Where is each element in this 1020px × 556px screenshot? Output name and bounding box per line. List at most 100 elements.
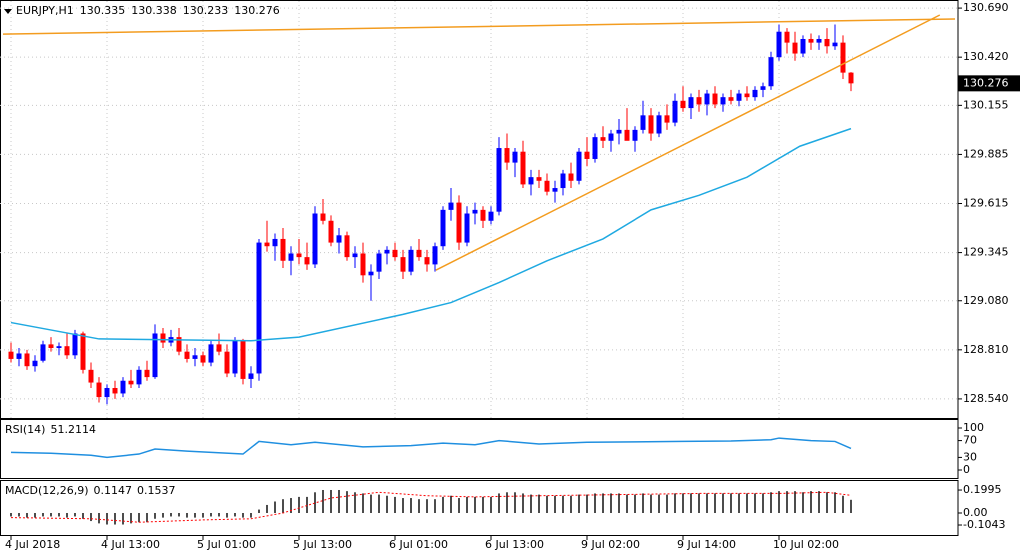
- candle-body: [728, 97, 734, 101]
- panel-frame: [0, 419, 959, 479]
- candle-body: [720, 97, 726, 105]
- candle-body: [424, 257, 430, 265]
- candle-body: [112, 388, 118, 394]
- candle-body: [512, 151, 518, 163]
- y-tick-label: 129.080: [963, 294, 1009, 307]
- x-tick-label: 5 Jul 01:00: [197, 538, 256, 551]
- candle-body: [352, 253, 358, 258]
- chart-header: EURJPY,H1 130.335 130.338 130.233 130.276: [16, 4, 280, 17]
- x-tick-label: 5 Jul 13:00: [293, 538, 352, 551]
- candle-body: [104, 388, 110, 398]
- candle-body: [160, 333, 166, 343]
- candle-body: [544, 180, 550, 192]
- candle-body: [736, 93, 742, 101]
- candle-body: [456, 202, 462, 243]
- candle-body: [392, 249, 398, 258]
- candle-body: [688, 97, 694, 109]
- candle-body: [432, 246, 438, 265]
- candle-body: [56, 346, 62, 349]
- candle-body: [848, 72, 854, 84]
- price-label-box: [958, 75, 1020, 92]
- x-tick-label: 9 Jul 02:00: [581, 538, 640, 551]
- candle-body: [272, 238, 278, 247]
- candle-body: [552, 188, 558, 192]
- candle-body: [832, 42, 838, 47]
- y-tick-label: 130.155: [963, 98, 1009, 111]
- indicator-line: [2, 18, 956, 35]
- candle-body: [600, 137, 606, 141]
- candle-body: [448, 202, 454, 210]
- candle-body: [672, 100, 678, 123]
- candle-body: [760, 86, 766, 90]
- x-tick-label: 4 Jul 2018: [5, 538, 60, 551]
- candle-body: [616, 129, 622, 134]
- candle-body: [440, 209, 446, 247]
- candle-body: [240, 340, 246, 379]
- candle-body: [584, 151, 590, 159]
- candle-body: [408, 249, 414, 272]
- indicator-line: [10, 127, 852, 342]
- rsi-header: RSI(14) 51.2114: [5, 423, 96, 436]
- candle-body: [88, 369, 94, 383]
- candle-body: [608, 133, 614, 141]
- macd-header: MACD(12,26,9) 0.1147 0.1537: [5, 484, 176, 497]
- candle-body: [152, 333, 158, 378]
- candle-body: [656, 115, 662, 134]
- header-high: 130.338: [131, 4, 177, 17]
- candle-body: [232, 340, 238, 374]
- y-tick-label: 128.540: [963, 392, 1009, 405]
- panel-frame: [0, 480, 959, 536]
- candle-body: [792, 42, 798, 54]
- candle-body: [376, 253, 382, 272]
- candle-body: [840, 42, 846, 73]
- candle-body: [120, 380, 126, 394]
- x-tick-label: 10 Jul 02:00: [773, 538, 839, 551]
- y-tick-label: 70: [963, 434, 977, 447]
- candle-body: [128, 380, 134, 385]
- candle-body: [96, 382, 102, 398]
- candle-body: [824, 38, 830, 47]
- candle-body: [136, 369, 142, 385]
- candle-body: [16, 353, 22, 359]
- candle-body: [32, 360, 38, 367]
- candle-body: [752, 89, 758, 98]
- candle-body: [360, 253, 366, 276]
- signal-value: 0.1537: [137, 484, 176, 497]
- candle-body: [184, 351, 190, 359]
- y-tick-label: 0: [963, 463, 970, 476]
- candle-body: [40, 344, 46, 361]
- candle-body: [208, 344, 214, 363]
- x-tick-label: 9 Jul 14:00: [677, 538, 736, 551]
- header-close: 130.276: [234, 4, 280, 17]
- candle-body: [248, 373, 254, 379]
- candle-body: [48, 344, 54, 349]
- candle-body: [800, 38, 806, 54]
- rsi-value: 51.2114: [50, 423, 96, 436]
- y-tick-label: 100: [963, 421, 984, 434]
- y-tick-label: -0.1043: [963, 518, 1005, 531]
- candle-body: [480, 209, 486, 221]
- y-tick-label: 0.1995: [963, 483, 1002, 496]
- candle-body: [328, 220, 334, 243]
- candle-body: [192, 355, 198, 359]
- current-price: 130.276: [963, 76, 1009, 89]
- macd-value: 0.1147: [94, 484, 133, 497]
- candle-body: [664, 115, 670, 123]
- candle-body: [712, 93, 718, 105]
- x-tick-label: 6 Jul 13:00: [485, 538, 544, 551]
- candle-body: [64, 346, 70, 356]
- candle-body: [224, 351, 230, 374]
- candle-body: [768, 57, 774, 87]
- candle-body: [24, 353, 30, 367]
- header-open: 130.335: [80, 4, 126, 17]
- candle-body: [560, 173, 566, 189]
- candle-body: [816, 38, 822, 43]
- candle-body: [704, 93, 710, 105]
- rsi-line: [10, 437, 852, 459]
- candle-body: [304, 257, 310, 265]
- y-tick-label: 0.00: [963, 506, 988, 519]
- candle-body: [312, 213, 318, 265]
- candle-body: [528, 177, 534, 185]
- candle-body: [256, 242, 262, 374]
